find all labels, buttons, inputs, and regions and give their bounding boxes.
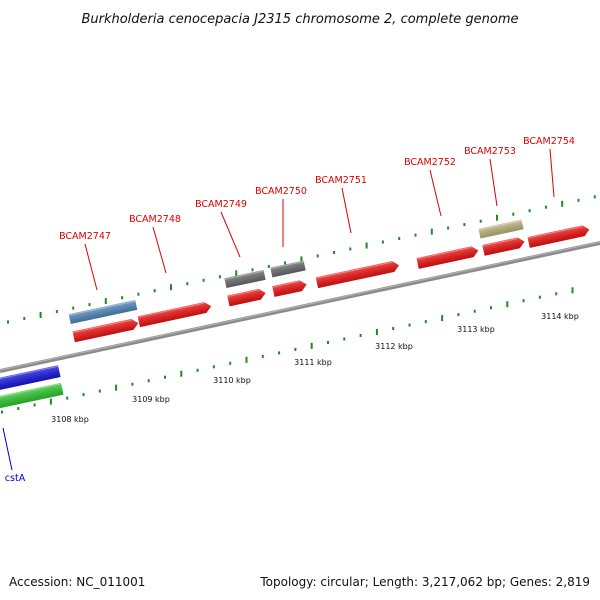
- gene-bcam2750-cds-shade: [272, 280, 307, 297]
- leader-line-csta: [2, 427, 13, 471]
- gene-label-bcam2747[interactable]: BCAM2747: [59, 231, 111, 242]
- gene-bcam2753-cds: [482, 237, 525, 256]
- gene-label-bcam2752[interactable]: BCAM2752: [404, 157, 456, 168]
- accession-text: Accession: NC_011001: [9, 575, 145, 589]
- gene-csta-cds-shade: [0, 365, 61, 391]
- gene-bcam2751-cds: [315, 261, 400, 289]
- gene-csta-feature: [0, 382, 64, 410]
- gene-bcam2748-cds: [137, 302, 212, 328]
- scale-tick-label: 3113 kbp: [457, 325, 495, 334]
- gene-bcam2754-cds-highlight: [527, 225, 583, 239]
- gene-bcam2751-cds-shade: [315, 261, 400, 289]
- gene-bcam2747-feature: [68, 300, 138, 324]
- map-title: Burkholderia cenocepacia J2315 chromosom…: [81, 12, 518, 27]
- gene-bcam2750-feature-shade: [270, 260, 306, 278]
- leader-line-bcam2748: [152, 226, 167, 274]
- gene-bcam2749-feature-shade: [224, 269, 266, 289]
- gene-bcam2747-cds-highlight: [72, 319, 132, 333]
- scale-labels: 3108 kbp 3109 kbp 3110 kbp 3111 kbp 3112 kbp…: [51, 312, 579, 424]
- gene-bcam2753-feature-highlight: [478, 220, 522, 231]
- gene-bcam2749-cds-shade: [227, 288, 266, 307]
- lower-tick-track: [1, 287, 574, 414]
- gene-bcam2747-feature-shade: [68, 300, 138, 324]
- gene-csta-cds: [0, 365, 61, 391]
- scale-tick-label: 3111 kbp: [294, 358, 332, 367]
- gene-bcam2749-feature-highlight: [224, 270, 264, 280]
- gene-bcam2753-cds-shade: [482, 237, 525, 256]
- gene-bcam2754-cds-shade: [527, 225, 590, 248]
- upper-tick-track: [7, 195, 596, 324]
- gene-bcam2750-feature: [270, 260, 306, 278]
- gene-bcam2750-feature-highlight: [270, 261, 304, 270]
- genome-backbone-highlight: [0, 241, 600, 371]
- gene-bcam2752-cds-highlight: [416, 246, 472, 260]
- leader-line-bcam2752: [429, 169, 442, 217]
- scale-tick-label: 3110 kbp: [213, 376, 251, 385]
- gene-csta-feature-highlight: [0, 383, 62, 399]
- gene-label-bcam2748[interactable]: BCAM2748: [129, 214, 181, 225]
- gene-bcam2750-cds-highlight: [272, 280, 300, 288]
- leader-line-bcam2754: [549, 148, 555, 198]
- gene-bcam2747-cds-shade: [72, 318, 139, 343]
- feature-track: [0, 219, 590, 410]
- leader-line-bcam2751: [341, 187, 352, 234]
- genome-backbone: [0, 241, 600, 373]
- gene-bcam2753-cds-highlight: [482, 237, 518, 247]
- gene-bcam2749-cds: [227, 288, 266, 307]
- gene-bcam2753-feature-shade: [478, 219, 524, 239]
- gene-label-bcam2749[interactable]: BCAM2749: [195, 199, 247, 210]
- gene-bcam2752-cds-shade: [416, 246, 479, 269]
- leader-line-bcam2749: [220, 211, 241, 258]
- gene-label-bcam2754[interactable]: BCAM2754: [523, 136, 575, 147]
- scale-tick-label: 3108 kbp: [51, 415, 89, 424]
- gene-csta-cds-highlight: [0, 365, 59, 381]
- gene-label-bcam2753[interactable]: BCAM2753: [464, 146, 516, 157]
- gene-label-csta[interactable]: cstA: [5, 473, 26, 484]
- gene-csta-feature-shade: [0, 382, 64, 410]
- gene-labels: BCAM2747 BCAM2748 BCAM2749 BCAM2750 BCAM2751…: [2, 136, 575, 484]
- gene-bcam2748-cds-shade: [137, 302, 212, 328]
- gene-bcam2751-cds-highlight: [315, 261, 393, 279]
- leader-line-bcam2747: [84, 243, 98, 291]
- gene-bcam2749-cds-highlight: [227, 289, 259, 298]
- gene-bcam2754-cds: [527, 225, 590, 248]
- gene-bcam2752-cds: [416, 246, 479, 269]
- scale-tick-label: 3109 kbp: [132, 395, 170, 404]
- scale-tick-label: 3114 kbp: [541, 312, 579, 321]
- gene-bcam2747-cds: [72, 318, 139, 343]
- gene-label-bcam2750[interactable]: BCAM2750: [255, 186, 307, 197]
- gene-bcam2747-feature-highlight: [68, 300, 136, 316]
- gene-bcam2748-cds-highlight: [137, 302, 205, 318]
- leader-line-bcam2753: [489, 158, 498, 207]
- gene-label-bcam2751[interactable]: BCAM2751: [315, 175, 367, 186]
- gene-bcam2750-cds: [272, 280, 307, 297]
- gene-bcam2753-feature: [478, 219, 524, 239]
- scale-tick-label: 3112 kbp: [375, 342, 413, 351]
- genome-summary-text: Topology: circular; Length: 3,217,062 bp…: [259, 575, 590, 589]
- gene-bcam2749-feature: [224, 269, 266, 289]
